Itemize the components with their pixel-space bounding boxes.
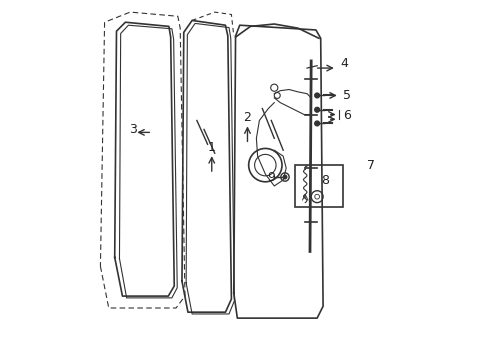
Text: 8: 8 — [320, 174, 328, 186]
Text: 3: 3 — [128, 123, 136, 136]
Circle shape — [314, 93, 319, 98]
Text: 9: 9 — [267, 171, 275, 184]
Text: 5: 5 — [342, 89, 350, 102]
Circle shape — [283, 175, 286, 179]
Text: 6: 6 — [342, 109, 350, 122]
Circle shape — [314, 107, 319, 112]
Text: 1: 1 — [207, 141, 215, 154]
Bar — [294, 165, 342, 207]
Text: 7: 7 — [366, 159, 374, 172]
Text: 2: 2 — [243, 111, 251, 124]
Circle shape — [314, 121, 319, 126]
Text: 4: 4 — [340, 57, 348, 71]
